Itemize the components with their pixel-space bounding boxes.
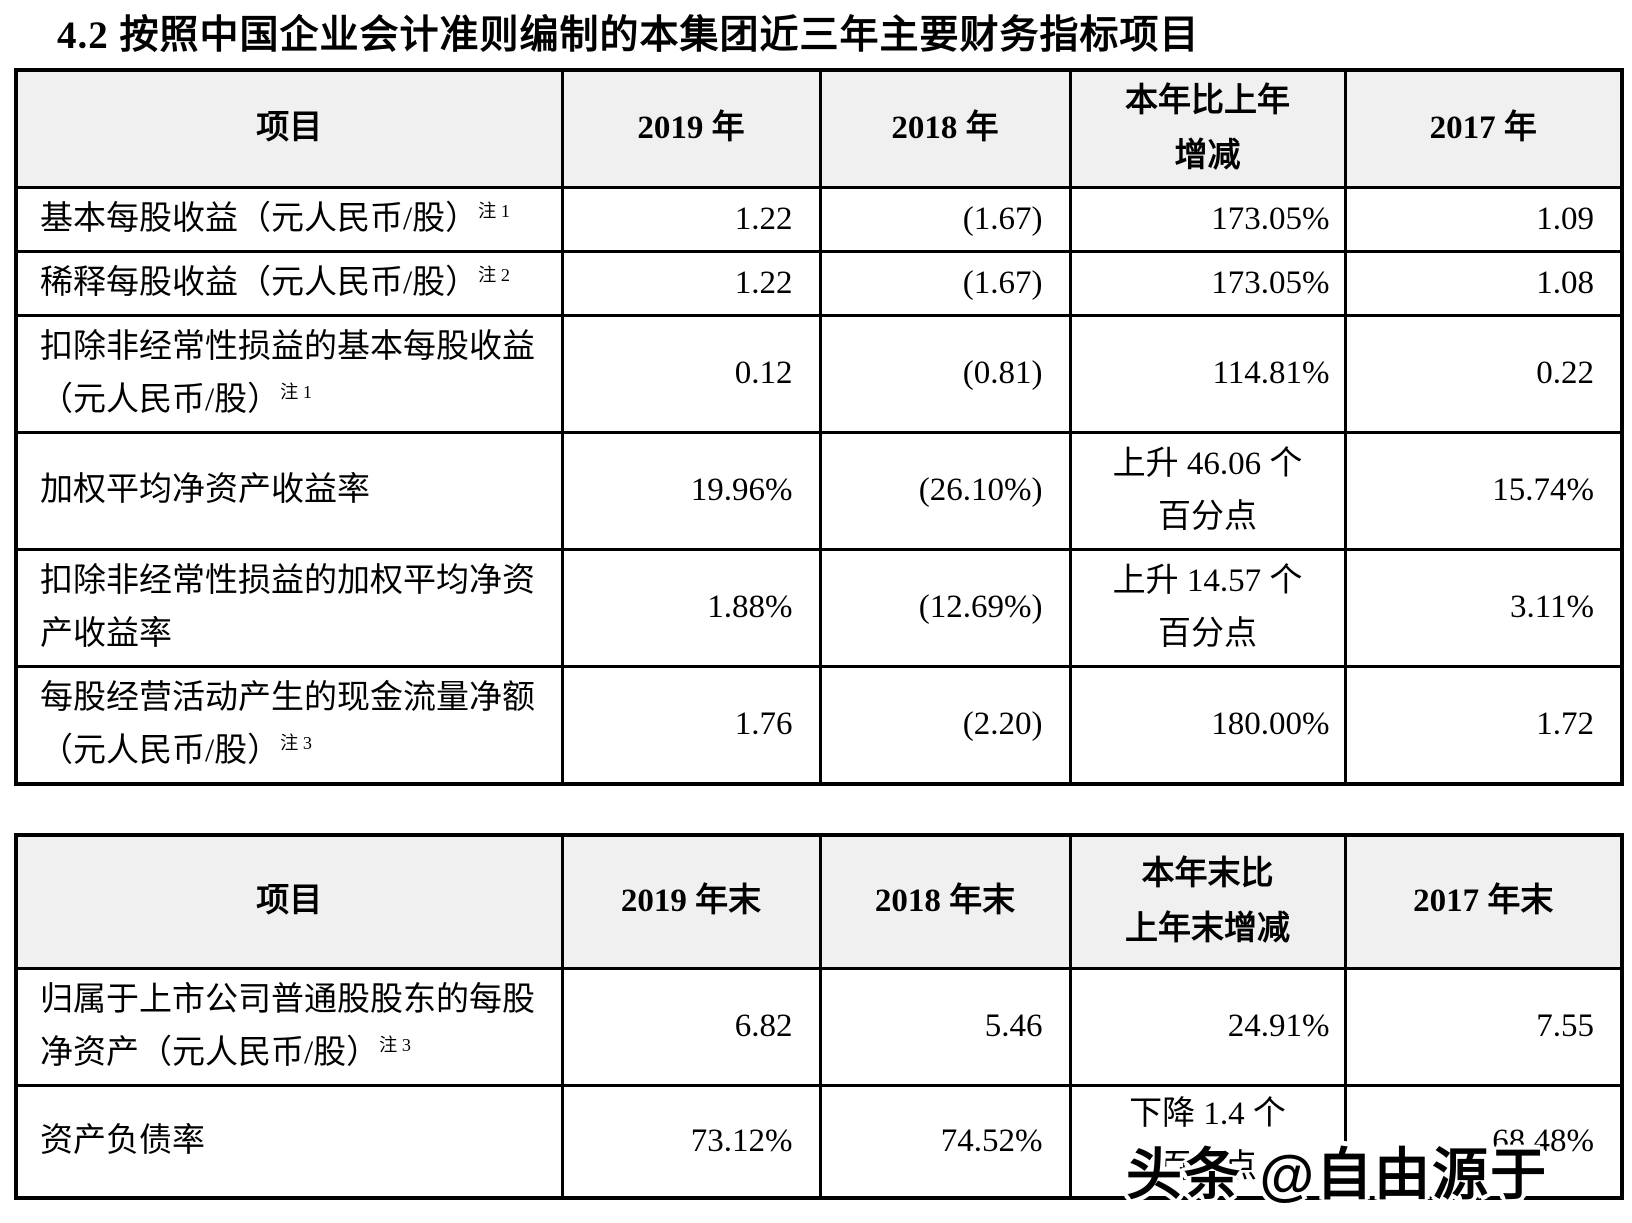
table2-header-row: 项目 2019 年末 2018 年末 本年末比 上年末增减 2017 年末 (14, 833, 1624, 970)
value-2017: 1.08 (1343, 249, 1624, 317)
value-2018: (2.20) (818, 664, 1072, 785)
row-label-cell: 扣除非经常性损益的基本每股收益 （元人民币/股）注 1 (14, 313, 564, 434)
table-row-asset-liability-ratio: 资产负债率 73.12% 74.52% 下降 1.4 个 百分点 68.48% (14, 1083, 1624, 1200)
col-header-2019: 2019 年 (560, 68, 822, 189)
row-label: 资产负债率 (40, 1122, 205, 1159)
value-2017: 7.55 (1343, 966, 1624, 1087)
row-label-cell: 基本每股收益（元人民币/股）注 1 (14, 185, 564, 253)
table-row-diluted-eps: 稀释每股收益（元人民币/股）注 2 1.22 (1.67) 173.05% 1.… (14, 249, 1624, 317)
value-2018: 5.46 (818, 966, 1072, 1087)
table-row-basic-eps: 基本每股收益（元人民币/股）注 1 1.22 (1.67) 173.05% 1.… (14, 185, 1624, 253)
value-2018: (1.67) (818, 185, 1072, 253)
value-2018: (12.69%) (818, 547, 1072, 668)
value-change: 114.81% (1068, 313, 1347, 434)
row-label-cell: 加权平均净资产收益率 (14, 430, 564, 551)
value-2018: (1.67) (818, 249, 1072, 317)
row-label-cell: 资产负债率 (14, 1083, 564, 1200)
table-row-weighted-avg-roe: 加权平均净资产收益率 19.96% (26.10%) 上升 46.06 个 百分… (14, 430, 1624, 551)
value-2019: 1.88% (560, 547, 822, 668)
row-label: 基本每股收益（元人民币/股） (40, 200, 479, 237)
value-change: 173.05% (1068, 185, 1347, 253)
year-end-indicators-table: 项目 2019 年末 2018 年末 本年末比 上年末增减 2017 年末 归属… (14, 833, 1624, 1200)
col-header-2017: 2017 年 (1343, 68, 1624, 189)
row-label: 稀释每股收益（元人民币/股） (40, 264, 479, 301)
row-label-cell: 稀释每股收益（元人民币/股）注 2 (14, 249, 564, 317)
table1-header-row: 项目 2019 年 2018 年 本年比上年 增减 2017 年 (14, 68, 1624, 189)
value-2017: 1.72 (1343, 664, 1624, 785)
value-2018: (0.81) (818, 313, 1072, 434)
row-label: 扣除非经常性损益的加权平均净资 产收益率 (40, 562, 535, 652)
annual-indicators-table: 项目 2019 年 2018 年 本年比上年 增减 2017 年 基本每股收益（… (14, 68, 1624, 786)
row-label: 扣除非经常性损益的基本每股收益 （元人民币/股） (40, 328, 535, 418)
col-header-change: 本年比上年 增减 (1068, 68, 1347, 189)
footnote-ref: 注 2 (478, 264, 510, 285)
row-label-cell: 扣除非经常性损益的加权平均净资 产收益率 (14, 547, 564, 668)
col-header-change: 本年末比 上年末增减 (1068, 833, 1347, 970)
row-label-cell: 归属于上市公司普通股股东的每股 净资产（元人民币/股）注 3 (14, 966, 564, 1087)
col-header-2018: 2018 年 (818, 68, 1072, 189)
table-row-basic-eps-excl-nonrecurring: 扣除非经常性损益的基本每股收益 （元人民币/股）注 1 0.12 (0.81) … (14, 313, 1624, 434)
value-change: 173.05% (1068, 249, 1347, 317)
footnote-ref: 注 3 (280, 732, 312, 753)
value-2018: (26.10%) (818, 430, 1072, 551)
table-row-net-assets-per-share: 归属于上市公司普通股股东的每股 净资产（元人民币/股）注 3 6.82 5.46… (14, 966, 1624, 1087)
value-2019: 73.12% (560, 1083, 822, 1200)
value-2019: 1.22 (560, 249, 822, 317)
col-header-item: 项目 (14, 68, 564, 189)
row-label: 归属于上市公司普通股股东的每股 净资产（元人民币/股） (40, 981, 535, 1071)
value-2017: 15.74% (1343, 430, 1624, 551)
col-header-2017-end: 2017 年末 (1343, 833, 1624, 970)
row-label: 加权平均净资产收益率 (40, 472, 370, 508)
footnote-ref: 注 1 (478, 200, 510, 221)
value-change: 24.91% (1068, 966, 1347, 1087)
value-2017: 1.09 (1343, 185, 1624, 253)
value-2018: 74.52% (818, 1083, 1072, 1200)
toutiao-watermark: 头条 @自由源于 (1126, 1143, 1549, 1206)
value-change: 下降 1.4 个 百分点 (1068, 1083, 1347, 1200)
value-2017: 68.48% (1343, 1083, 1624, 1200)
footnote-ref: 注 3 (379, 1034, 411, 1055)
col-header-2019-end: 2019 年末 (560, 833, 822, 970)
table-row-operating-cashflow-per-share: 每股经营活动产生的现金流量净额 （元人民币/股）注 3 1.76 (2.20) … (14, 664, 1624, 785)
value-change: 上升 14.57 个 百分点 (1068, 547, 1347, 668)
value-2019: 1.22 (560, 185, 822, 253)
value-change: 180.00% (1068, 664, 1347, 785)
value-2017: 0.22 (1343, 313, 1624, 434)
value-2019: 6.82 (560, 966, 822, 1087)
section-title: 4.2 按照中国企业会计准则编制的本集团近三年主要财务指标项目 (57, 14, 1200, 57)
value-2019: 19.96% (560, 430, 822, 551)
value-2017: 3.11% (1343, 547, 1624, 668)
row-label: 每股经营活动产生的现金流量净额 （元人民币/股） (40, 679, 535, 769)
row-label-cell: 每股经营活动产生的现金流量净额 （元人民币/股）注 3 (14, 664, 564, 785)
value-change: 上升 46.06 个 百分点 (1068, 430, 1347, 551)
col-header-item: 项目 (14, 833, 564, 970)
footnote-ref: 注 1 (280, 381, 312, 402)
table-row-roe-excl-nonrecurring: 扣除非经常性损益的加权平均净资 产收益率 1.88% (12.69%) 上升 1… (14, 547, 1624, 668)
value-2019: 0.12 (560, 313, 822, 434)
value-2019: 1.76 (560, 664, 822, 785)
col-header-2018-end: 2018 年末 (818, 833, 1072, 970)
